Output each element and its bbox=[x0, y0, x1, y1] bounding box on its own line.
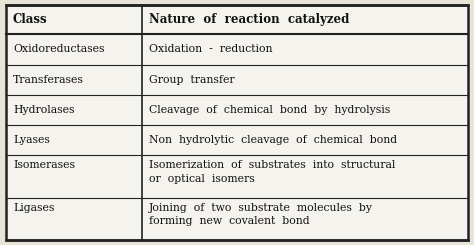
Bar bbox=[6, 64, 468, 95]
Bar bbox=[6, 34, 468, 64]
Text: Ligases: Ligases bbox=[13, 203, 55, 213]
Text: Isomerases: Isomerases bbox=[13, 160, 75, 171]
Text: Oxidation  -  reduction: Oxidation - reduction bbox=[149, 44, 273, 54]
Text: Cleavage  of  chemical  bond  by  hydrolysis: Cleavage of chemical bond by hydrolysis bbox=[149, 105, 391, 115]
Text: Group  transfer: Group transfer bbox=[149, 75, 235, 85]
Bar bbox=[6, 155, 468, 198]
Text: Nature  of  reaction  catalyzed: Nature of reaction catalyzed bbox=[149, 13, 350, 26]
Bar bbox=[6, 198, 468, 240]
Bar bbox=[6, 5, 468, 34]
Text: Hydrolases: Hydrolases bbox=[13, 105, 74, 115]
Text: Transferases: Transferases bbox=[13, 75, 84, 85]
Text: Oxidoreductases: Oxidoreductases bbox=[13, 44, 104, 54]
Text: Non  hydrolytic  cleavage  of  chemical  bond: Non hydrolytic cleavage of chemical bond bbox=[149, 135, 397, 145]
Text: Class: Class bbox=[13, 13, 47, 26]
Bar bbox=[6, 95, 468, 125]
Text: Lyases: Lyases bbox=[13, 135, 50, 145]
Text: Isomerization  of  substrates  into  structural
or  optical  isomers: Isomerization of substrates into structu… bbox=[149, 160, 396, 184]
Bar bbox=[6, 125, 468, 155]
Text: Joining  of  two  substrate  molecules  by
forming  new  covalent  bond: Joining of two substrate molecules by fo… bbox=[149, 203, 374, 226]
